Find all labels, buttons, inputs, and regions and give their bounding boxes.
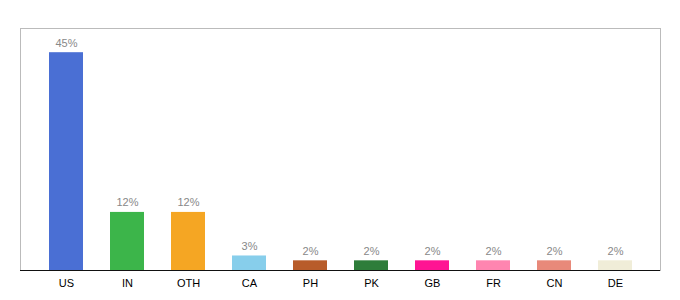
svg-text:2%: 2% xyxy=(608,245,624,257)
svg-text:3%: 3% xyxy=(242,240,258,252)
svg-text:PK: PK xyxy=(364,277,379,289)
svg-text:2%: 2% xyxy=(547,245,563,257)
svg-text:FR: FR xyxy=(486,277,501,289)
svg-text:IN: IN xyxy=(122,277,133,289)
svg-text:12%: 12% xyxy=(116,196,138,208)
svg-text:GB: GB xyxy=(425,277,441,289)
svg-text:45%: 45% xyxy=(55,37,77,49)
svg-text:US: US xyxy=(59,277,74,289)
svg-text:2%: 2% xyxy=(486,245,502,257)
svg-text:2%: 2% xyxy=(303,245,319,257)
svg-text:12%: 12% xyxy=(177,196,199,208)
svg-text:PH: PH xyxy=(303,277,318,289)
svg-text:CN: CN xyxy=(547,277,563,289)
svg-text:2%: 2% xyxy=(425,245,441,257)
svg-text:CA: CA xyxy=(242,277,258,289)
svg-text:2%: 2% xyxy=(364,245,380,257)
svg-text:DE: DE xyxy=(608,277,623,289)
svg-text:OTH: OTH xyxy=(177,277,200,289)
